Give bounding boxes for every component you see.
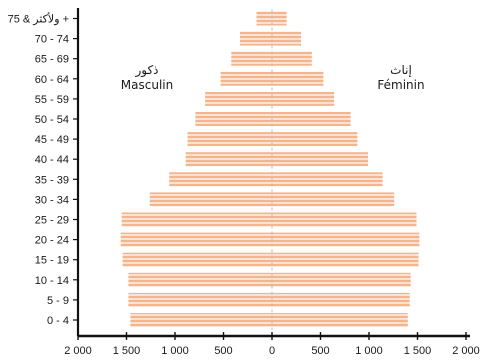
bar-male-10: [195, 112, 272, 126]
bar-male-11: [205, 91, 272, 106]
bar-female-13: [272, 51, 312, 66]
y-tick-label-6: 30 - 34: [35, 194, 69, 206]
y-tick-label-12: 60 - 64: [35, 74, 69, 86]
y-tick-label-0: 0 - 4: [47, 315, 69, 327]
y-tick-label-10: 50 - 54: [35, 114, 69, 126]
bar-female-1: [272, 292, 410, 307]
bar-female-12: [272, 71, 324, 86]
bar-female-8: [272, 152, 368, 167]
y-tick-label-11: 55 - 59: [35, 94, 69, 106]
x-tick-label-3: 500: [214, 345, 232, 357]
y-tick-label-13: 65 - 69: [35, 54, 69, 66]
masculin-label-ar: ذكور: [135, 63, 159, 77]
feminin-label-fr: Féminin: [377, 78, 425, 92]
y-tick-label-8: 40 - 44: [35, 154, 69, 166]
bar-female-10: [272, 112, 351, 126]
x-tick-label-4: 0: [269, 345, 275, 357]
y-tick-label-7: 35 - 39: [35, 174, 69, 186]
feminin-label-ar: إناث: [390, 63, 412, 77]
x-tick-label-5: 500: [311, 345, 329, 357]
bar-male-2: [128, 272, 272, 287]
bar-male-7: [169, 172, 272, 187]
y-tick-label-5: 25 - 29: [35, 215, 69, 227]
bar-female-5: [272, 212, 417, 227]
y-tick-label-9: 45 - 49: [35, 134, 69, 146]
x-tick-label-1: 1 500: [113, 345, 141, 357]
bar-female-11: [272, 91, 335, 106]
bar-male-14: [240, 31, 272, 46]
labels-layer: 0 - 4 5 - 9 10 - 14 15 - 19 20 - 24 25 - 29 30…: [8, 12, 480, 358]
axis-layer: [73, 8, 470, 340]
masculin-label: ذكور Masculin: [116, 63, 178, 93]
masculin-label-fr: Masculin: [120, 78, 174, 92]
bar-male-9: [187, 132, 272, 147]
bar-female-0: [272, 313, 408, 327]
y-tick-label-15: 75 & ولأكثر +: [8, 12, 69, 26]
bar-female-9: [272, 132, 358, 147]
feminin-label: إناث Féminin: [370, 63, 432, 93]
bar-female-6: [272, 192, 395, 207]
bar-female-4: [272, 232, 420, 247]
bar-male-5: [121, 212, 272, 227]
x-tick-label-8: 2 000: [452, 345, 480, 357]
bars-layer: [120, 11, 420, 327]
bar-male-15: [256, 11, 272, 26]
x-tick-label-6: 1 000: [355, 345, 383, 357]
bar-male-13: [231, 51, 272, 66]
bar-female-14: [272, 31, 302, 46]
bar-female-2: [272, 272, 411, 287]
bar-male-12: [220, 71, 272, 86]
bar-male-6: [149, 192, 272, 207]
x-tick-label-0: 2 000: [64, 345, 92, 357]
y-tick-label-1: 5 - 9: [47, 295, 69, 307]
y-tick-label-14: 70 - 74: [35, 34, 69, 46]
y-tick-label-3: 15 - 19: [35, 255, 69, 267]
bar-male-3: [122, 252, 272, 267]
y-tick-label-2: 10 - 14: [35, 275, 69, 287]
bar-male-8: [185, 152, 272, 167]
bar-female-3: [272, 252, 419, 267]
y-tick-label-4: 20 - 24: [35, 235, 69, 247]
bar-male-1: [128, 292, 272, 307]
x-tick-label-7: 1 500: [404, 345, 432, 357]
bar-female-7: [272, 172, 383, 187]
bar-male-0: [130, 313, 272, 327]
x-tick-label-2: 1 000: [161, 345, 189, 357]
bar-male-4: [120, 232, 272, 247]
bar-female-15: [272, 11, 287, 26]
